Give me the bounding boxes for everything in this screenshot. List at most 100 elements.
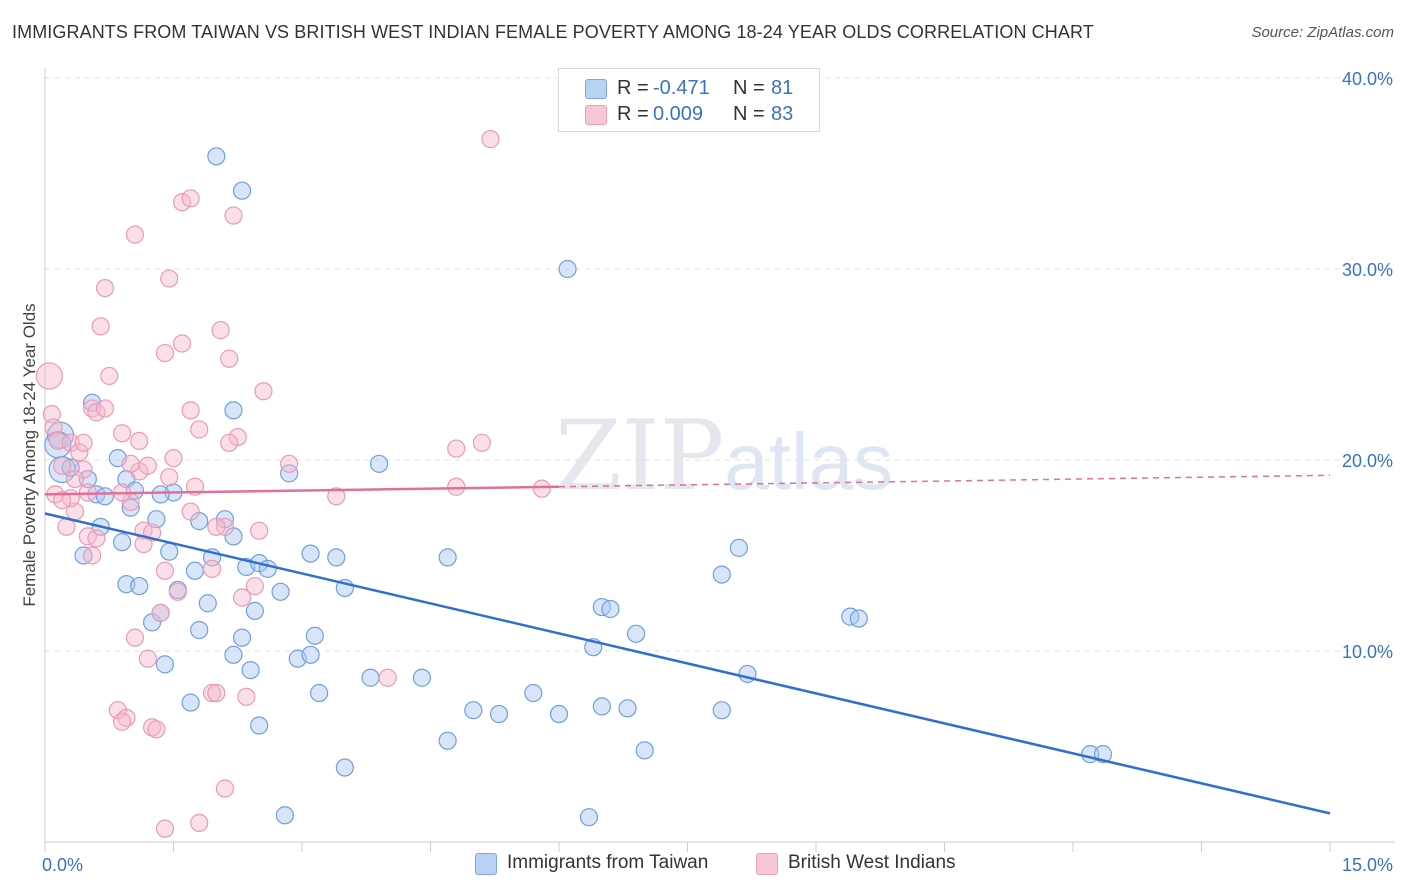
data-point — [558, 259, 577, 279]
data-point — [224, 206, 243, 225]
data-point — [601, 599, 620, 619]
y-tick-label: 20.0% — [1342, 451, 1393, 471]
data-point — [202, 683, 222, 703]
data-point — [532, 479, 551, 498]
chart-title: IMMIGRANTS FROM TAIWAN VS BRITISH WEST I… — [12, 22, 1094, 42]
data-point — [125, 628, 145, 647]
data-point — [35, 362, 63, 390]
data-point — [481, 130, 500, 149]
legend-r-label: R = — [617, 103, 649, 125]
data-point — [207, 147, 226, 166]
bottom-legend-swatch-taiwan — [475, 853, 497, 875]
y-tick-label: 40.0% — [1342, 69, 1393, 89]
data-point — [42, 405, 61, 424]
trend-line-solid — [44, 512, 1331, 815]
data-point — [438, 731, 457, 750]
data-point — [489, 704, 509, 724]
data-point — [95, 399, 115, 418]
trend-line-dashed — [558, 474, 1331, 488]
data-point — [305, 626, 324, 645]
x-tick-label: 15.0% — [1342, 855, 1393, 875]
data-point — [626, 624, 646, 643]
data-point — [155, 819, 175, 838]
data-point — [155, 655, 175, 674]
data-point — [618, 699, 637, 718]
data-point — [237, 687, 256, 706]
data-point — [70, 443, 89, 462]
data-point — [198, 594, 217, 613]
data-point — [220, 349, 239, 368]
data-point — [44, 418, 63, 437]
data-point — [185, 561, 205, 580]
data-point — [112, 533, 132, 552]
data-point — [464, 701, 483, 720]
x-tick-label: 0.0% — [42, 855, 83, 875]
data-point — [130, 576, 149, 596]
data-point — [181, 502, 200, 521]
data-point — [220, 433, 239, 452]
data-point — [224, 401, 243, 420]
data-point — [301, 645, 320, 664]
data-point — [125, 225, 145, 244]
source-label: Source: ZipAtlas.com — [1251, 24, 1394, 41]
legend-swatch-taiwan — [585, 79, 607, 99]
legend-r-value: 0.009 — [653, 103, 704, 125]
tick-labels: 10.0% 20.0% 30.0% 40.0% 0.0% 15.0% — [42, 69, 1393, 875]
data-point — [370, 454, 389, 473]
data-point — [438, 548, 457, 567]
legend-n-label: N = — [733, 77, 765, 99]
data-point — [232, 588, 252, 607]
legend-r-value: -0.471 — [653, 77, 710, 99]
data-point — [181, 693, 200, 712]
data-point — [160, 269, 179, 288]
data-point — [190, 813, 209, 833]
y-tick-label: 10.0% — [1342, 642, 1393, 662]
data-point — [130, 431, 149, 450]
data-point — [712, 701, 731, 720]
data-point — [181, 189, 200, 208]
data-point — [207, 683, 226, 703]
data-point — [524, 683, 543, 703]
data-point — [138, 649, 157, 668]
data-point — [147, 510, 166, 529]
data-point — [53, 456, 72, 475]
data-point — [112, 712, 132, 731]
data-point — [361, 668, 380, 687]
data-point — [91, 317, 110, 336]
legend-n-value: 83 — [771, 103, 794, 125]
data-point — [121, 498, 140, 517]
data-point — [121, 454, 140, 473]
data-point — [202, 559, 222, 578]
data-point — [224, 645, 243, 664]
legend-r-label: R = — [617, 77, 649, 99]
data-point — [335, 758, 354, 777]
data-point — [275, 806, 294, 825]
legend-n-label: N = — [733, 103, 765, 125]
legend-swatch-bwi — [585, 105, 607, 125]
data-point — [112, 424, 132, 443]
legend-n-value: 81 — [771, 77, 794, 99]
data-point — [53, 491, 72, 510]
trend-line-solid — [44, 485, 560, 496]
data-point — [729, 538, 749, 557]
bottom-legend-label-bwi: British West Indians — [788, 852, 956, 873]
data-point — [65, 470, 85, 489]
data-point — [280, 464, 299, 483]
trend-lines — [44, 474, 1331, 815]
data-point — [138, 456, 157, 475]
data-point — [245, 576, 264, 596]
data-point — [147, 720, 166, 739]
data-point — [254, 382, 273, 401]
data-point — [168, 582, 187, 601]
data-point — [232, 628, 252, 647]
data-point — [87, 529, 106, 548]
data-point — [472, 433, 491, 452]
data-point — [172, 193, 192, 212]
data-point — [211, 321, 230, 340]
data-point — [190, 420, 209, 439]
y-axis-label: Female Poverty Among 18-24 Year Olds — [20, 303, 39, 606]
data-point — [280, 454, 299, 473]
data-point — [232, 181, 252, 200]
series-british-west-indians — [35, 130, 551, 838]
